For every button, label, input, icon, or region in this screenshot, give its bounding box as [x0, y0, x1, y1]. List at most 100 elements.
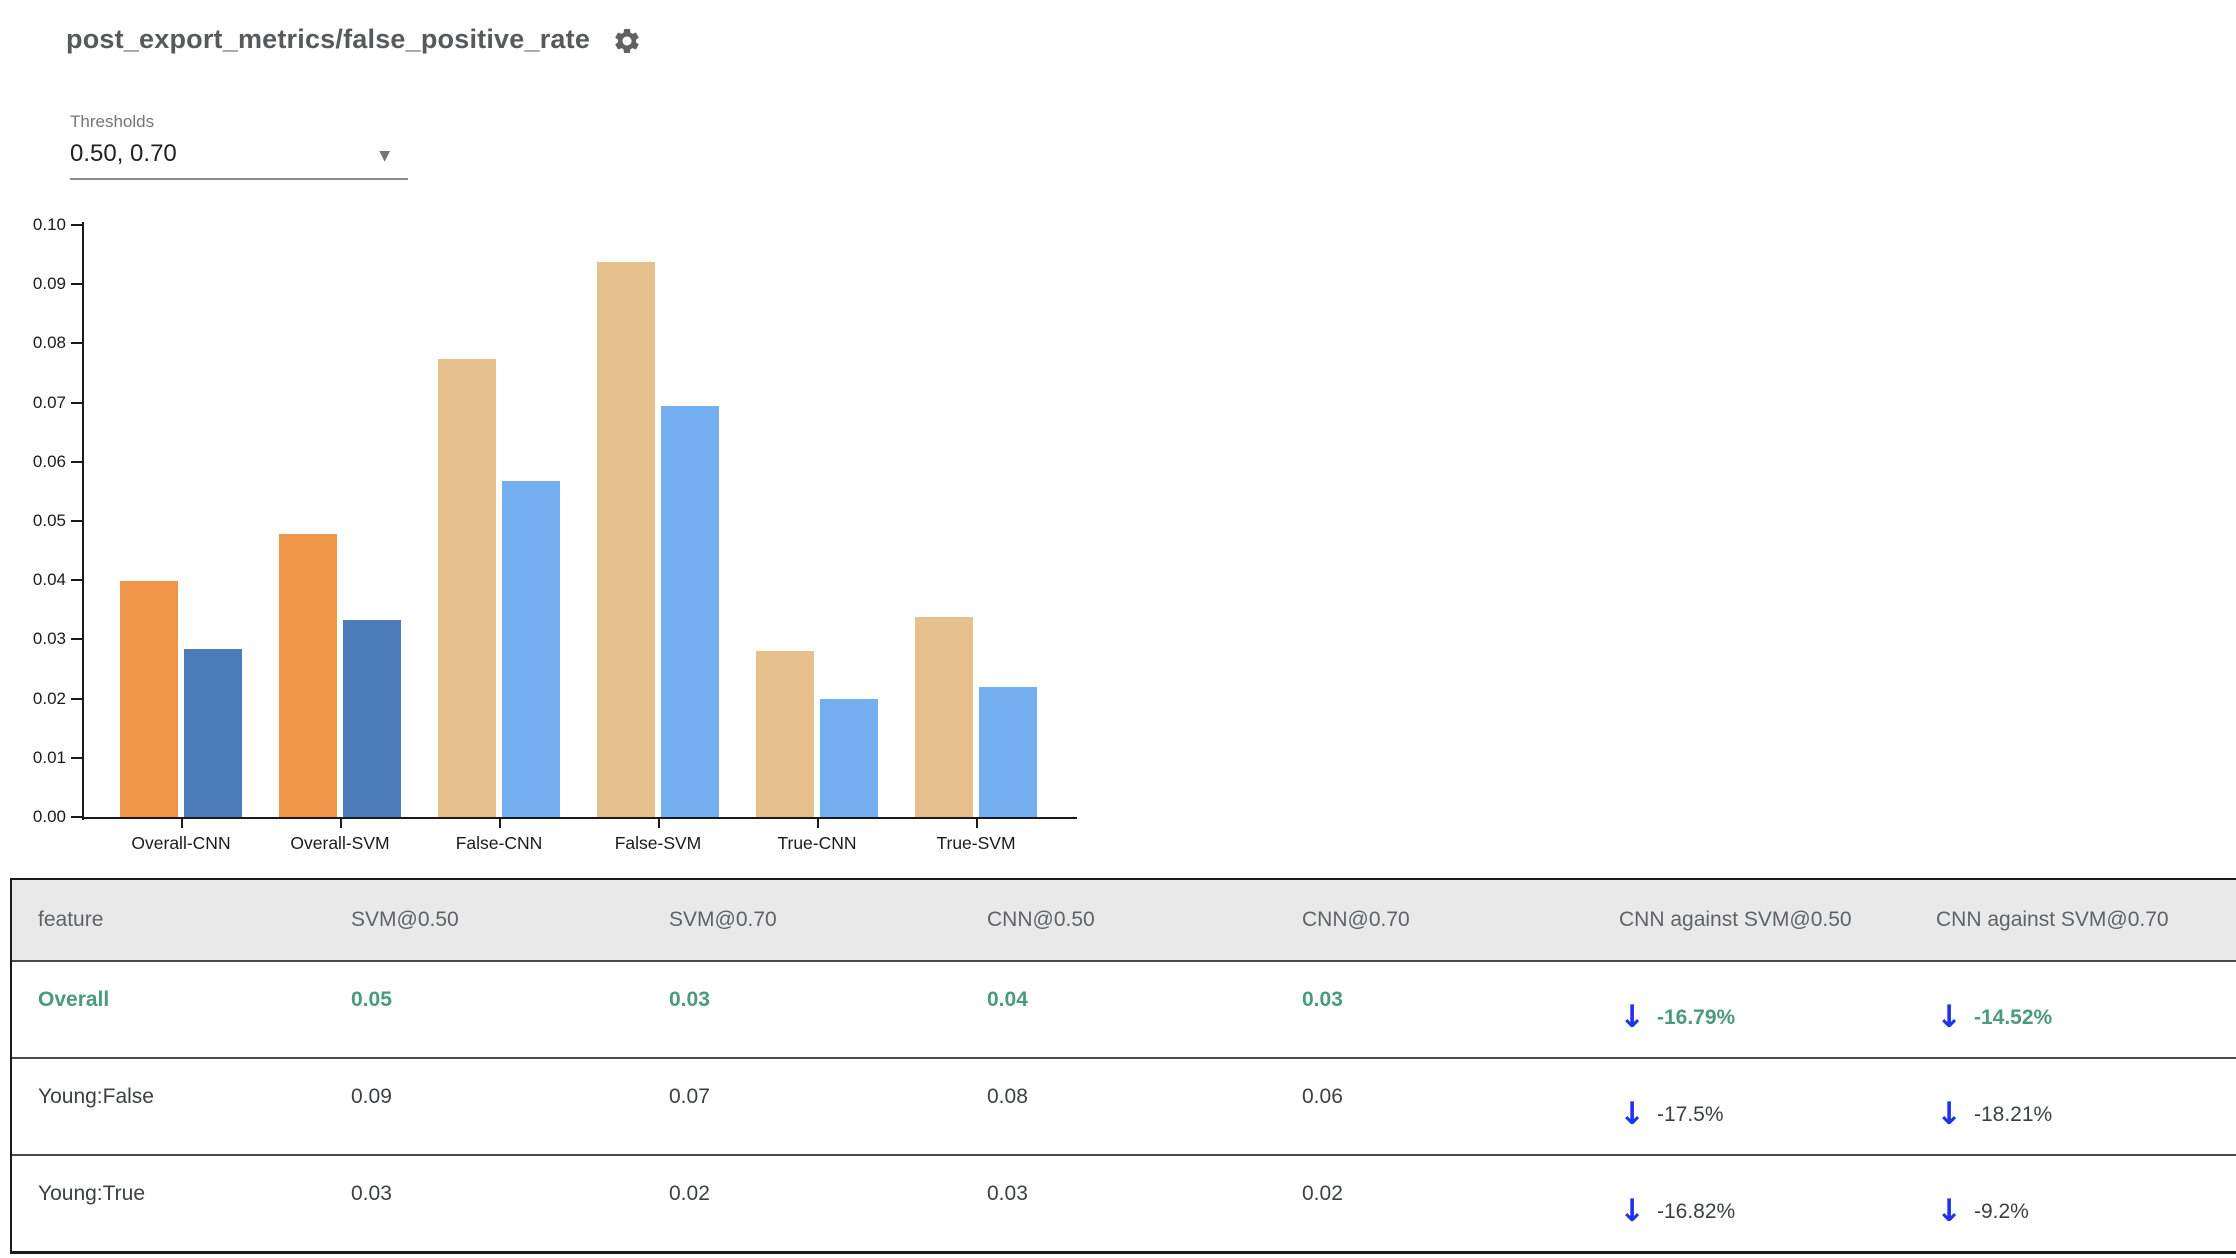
y-tick-label: 0.00 [32, 807, 66, 826]
column-header-5: CNN against SVM@0.50 [1619, 908, 1852, 931]
metric-title: post_export_metrics/false_positive_rate [66, 24, 591, 54]
gear-icon [612, 29, 642, 59]
down-arrow-icon: ↓ [1936, 1096, 1962, 1132]
x-tick-label: True-SVM [936, 833, 1016, 853]
bar-True-SVM-t050[interactable] [915, 617, 973, 817]
bar-Overall-CNN-t070[interactable] [184, 648, 242, 817]
comparison-cell: ↓ -9.2% [1910, 1156, 2236, 1251]
column-header-3: CNN@0.50 [987, 908, 1095, 931]
y-tick-mark [71, 342, 82, 345]
comparison-value: -17.5% [1656, 1102, 1724, 1126]
comparison-cell: ↓ -18.21% [1910, 1059, 2236, 1154]
value-cell: 0.08 [987, 1085, 1028, 1108]
down-arrow-icon: ↓ [1619, 999, 1645, 1035]
value-cell: 0.03 [351, 1182, 392, 1205]
table-header-row: feature SVM@0.50 SVM@0.70 CNN@0.50 CNN@0.70 C… [12, 880, 2236, 962]
comparison-cell: ↓ -16.79% [1593, 962, 1910, 1057]
bar-False-SVM-t050[interactable] [597, 262, 655, 817]
y-tick-label: 0.03 [32, 629, 66, 649]
y-tick-label: 0.02 [32, 688, 66, 708]
bar-Overall-CNN-t050[interactable] [120, 581, 178, 817]
y-tick-label: 0.06 [32, 451, 66, 471]
table-row: Young:False 0.09 0.07 0.08 0.06 ↓ -17.5% ↓ -18.2… [12, 1059, 2236, 1156]
bar-chart: 0.00 0.01 0.02 0.03 0.04 0.05 0.06 0.07 0.08 0.09… [20, 215, 1095, 870]
bar-Overall-SVM-t070[interactable] [343, 620, 401, 817]
x-tick-label: Overall-SVM [290, 833, 390, 853]
bar-True-CNN-t050[interactable] [756, 651, 814, 817]
bar-False-CNN-t050[interactable] [438, 359, 496, 817]
bar-False-CNN-t070[interactable] [502, 480, 560, 817]
y-tick-mark [71, 520, 82, 522]
y-tick-mark [71, 756, 82, 759]
y-tick-label: 0.08 [32, 333, 66, 353]
comparison-cell: ↓ -16.82% [1593, 1156, 1910, 1251]
value-cell: 0.07 [669, 1085, 710, 1108]
x-tick-mark [976, 819, 978, 828]
x-tick-mark [817, 819, 819, 828]
x-tick-label: True-CNN [777, 833, 857, 853]
comparison-cell: ↓ -14.52% [1910, 962, 2236, 1057]
column-header-4: CNN@0.70 [1302, 908, 1410, 931]
comparison-value: -9.2% [1973, 1199, 2029, 1223]
value-cell: 0.03 [669, 988, 710, 1011]
y-tick-mark [71, 401, 82, 404]
table-row: Young:True 0.03 0.02 0.03 0.02 ↓ -16.82% ↓ -9.2% [12, 1156, 2236, 1251]
bar-True-CNN-t070[interactable] [820, 698, 878, 817]
value-cell: 0.02 [669, 1182, 710, 1205]
x-tick-label: False-SVM [614, 833, 702, 853]
y-tick-mark [71, 224, 82, 226]
thresholds-select[interactable]: Thresholds 0.50, 0.70 ▼ [70, 112, 408, 180]
x-tick-mark [181, 819, 183, 828]
x-tick-mark [658, 819, 660, 828]
comparison-value: -16.82% [1656, 1199, 1736, 1223]
metrics-table: feature SVM@0.50 SVM@0.70 CNN@0.50 CNN@0.70 C… [10, 878, 2236, 1254]
y-tick-mark [71, 638, 82, 641]
x-axis-line [82, 817, 1077, 819]
y-tick-label: 0.05 [32, 511, 66, 530]
y-tick-label: 0.01 [32, 747, 66, 767]
feature-cell: Overall [38, 988, 110, 1011]
y-tick-mark [71, 283, 82, 286]
comparison-cell: ↓ -17.5% [1593, 1059, 1910, 1154]
value-cell: 0.09 [351, 1085, 392, 1108]
value-cell: 0.02 [1302, 1182, 1343, 1205]
thresholds-label: Thresholds [70, 112, 155, 131]
x-tick-mark [340, 819, 342, 828]
y-tick-label: 0.10 [32, 215, 66, 234]
y-tick-mark [71, 579, 82, 582]
comparison-value: -14.52% [1973, 1005, 2053, 1029]
x-tick-label: Overall-CNN [131, 833, 231, 853]
value-cell: 0.03 [987, 1182, 1028, 1205]
y-tick-label: 0.07 [32, 392, 66, 412]
value-cell: 0.03 [1302, 988, 1343, 1011]
comparison-value: -18.21% [1973, 1102, 2053, 1126]
value-cell: 0.05 [351, 988, 392, 1011]
thresholds-value: 0.50, 0.70 [70, 140, 177, 167]
y-tick-label: 0.04 [32, 570, 66, 590]
down-arrow-icon: ↓ [1936, 1193, 1962, 1229]
column-header-0: feature [38, 908, 104, 931]
comparison-value: -16.79% [1656, 1005, 1736, 1029]
x-tick-label: False-CNN [455, 833, 543, 853]
chevron-down-icon[interactable]: ▼ [379, 148, 390, 164]
y-axis-line [82, 222, 84, 820]
bar-Overall-SVM-t050[interactable] [279, 534, 337, 817]
down-arrow-icon: ↓ [1619, 1193, 1645, 1229]
down-arrow-icon: ↓ [1619, 1096, 1645, 1132]
value-cell: 0.04 [987, 988, 1028, 1011]
down-arrow-icon: ↓ [1936, 999, 1962, 1035]
y-tick-mark [71, 697, 82, 700]
column-header-1: SVM@0.50 [351, 908, 459, 931]
settings-button[interactable] [611, 26, 643, 58]
column-header-6: CNN against SVM@0.70 [1936, 908, 2169, 931]
y-tick-mark [71, 460, 82, 463]
table-row: Overall 0.05 0.03 0.04 0.03 ↓ -16.79% ↓ -14.52% [12, 962, 2236, 1059]
feature-cell: Young:True [38, 1182, 146, 1205]
bar-False-SVM-t070[interactable] [661, 405, 719, 817]
x-tick-mark [499, 819, 501, 828]
column-header-2: SVM@0.70 [669, 908, 777, 931]
y-tick-mark [71, 816, 82, 818]
feature-cell: Young:False [38, 1085, 154, 1108]
bar-True-SVM-t070[interactable] [979, 686, 1037, 817]
